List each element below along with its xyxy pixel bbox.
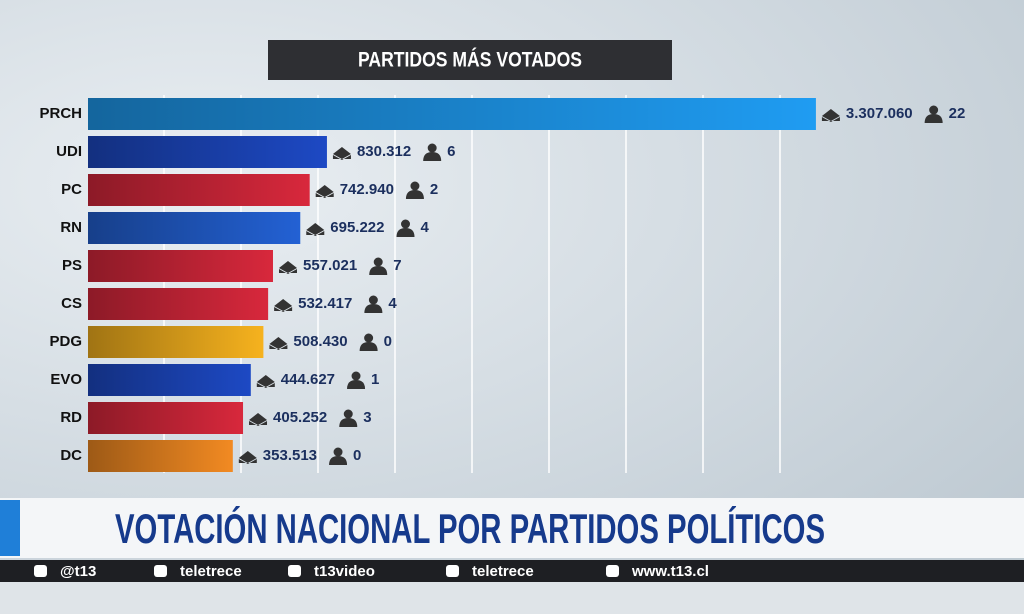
social-icon (154, 565, 167, 577)
bar-shade (88, 326, 264, 358)
ballot-icon (332, 147, 351, 160)
y-tick-label: PS (62, 257, 82, 274)
ballot-icon (274, 299, 293, 312)
person-icon (410, 181, 420, 191)
seats-label: 4 (388, 295, 397, 312)
value-label: 353.513 (263, 447, 317, 464)
ballot-icon (269, 337, 288, 350)
bar-shade (88, 212, 301, 244)
person-icon (364, 333, 374, 343)
person-icon (373, 257, 383, 267)
social-icon (34, 565, 47, 577)
person-icon (368, 295, 378, 305)
value-label: 405.252 (273, 409, 327, 426)
bar-shade (88, 250, 273, 282)
y-tick-label: EVO (50, 371, 82, 388)
seats-label: 22 (949, 105, 966, 122)
person-icon (343, 409, 353, 419)
social-handle: www.t13.cl (631, 563, 709, 580)
person-icon (351, 371, 361, 381)
seats-label: 3 (363, 409, 371, 426)
seats-label: 2 (430, 181, 438, 198)
y-tick-label: DC (60, 447, 82, 464)
bar-shade (88, 288, 269, 320)
bar-shade (88, 364, 251, 396)
person-icon (929, 105, 939, 115)
person-icon (396, 228, 415, 237)
person-icon (339, 418, 358, 427)
social-icon (446, 565, 459, 577)
bar-shade (88, 402, 244, 434)
social-icon (288, 565, 301, 577)
value-label: 742.940 (340, 181, 394, 198)
bar-shade (88, 174, 310, 206)
ballot-icon (306, 223, 325, 236)
seats-label: 4 (421, 219, 430, 236)
banner (0, 498, 1024, 558)
social-handle: t13video (314, 563, 375, 580)
value-label: 557.021 (303, 257, 357, 274)
value-label: 508.430 (293, 333, 347, 350)
seats-label: 7 (393, 257, 401, 274)
seats-label: 0 (353, 447, 361, 464)
social-handle: @t13 (60, 563, 96, 580)
ballot-icon (315, 185, 334, 198)
ballot-icon (278, 261, 297, 274)
social-handle: teletrece (472, 563, 534, 580)
social-bar (0, 560, 1024, 582)
bar-shade (88, 440, 233, 472)
logo (0, 500, 20, 556)
y-tick-label: RD (60, 409, 82, 426)
person-icon (401, 219, 411, 229)
bar-shade (88, 136, 327, 168)
chart-title: PARTIDOS MÁS VOTADOS (358, 49, 582, 72)
y-tick-label: UDI (56, 143, 82, 160)
social-handle: teletrece (180, 563, 242, 580)
person-icon (364, 304, 383, 313)
value-label: 532.417 (298, 295, 352, 312)
y-tick-label: PC (61, 181, 82, 198)
y-tick-label: CS (61, 295, 82, 312)
value-label: 695.222 (330, 219, 384, 236)
ballot-icon (249, 413, 268, 426)
value-label: 444.627 (281, 371, 335, 388)
value-label: 3.307.060 (846, 105, 913, 122)
y-tick-label: RN (60, 219, 82, 236)
ballot-icon (238, 451, 257, 464)
y-tick-label: PDG (49, 333, 82, 350)
person-icon (423, 152, 442, 161)
title-box (268, 40, 672, 80)
social-icon (606, 565, 619, 577)
person-icon (347, 380, 366, 389)
seats-label: 6 (447, 143, 455, 160)
person-icon (329, 456, 348, 465)
value-label: 830.312 (357, 143, 411, 160)
person-icon (427, 143, 437, 153)
person-icon (369, 266, 388, 275)
person-icon (924, 114, 943, 123)
bottom-strip (0, 582, 1024, 614)
person-icon (405, 190, 424, 199)
bar-shade (88, 98, 816, 130)
seats-label: 1 (371, 371, 379, 388)
ballot-icon (821, 109, 840, 122)
person-icon (333, 447, 343, 457)
y-tick-label: PRCH (39, 105, 82, 122)
ballot-icon (256, 375, 275, 388)
seats-label: 0 (384, 333, 392, 350)
person-icon (359, 342, 378, 351)
banner-title: VOTACIÓN NACIONAL POR PARTIDOS POLÍTICOS (115, 504, 825, 552)
